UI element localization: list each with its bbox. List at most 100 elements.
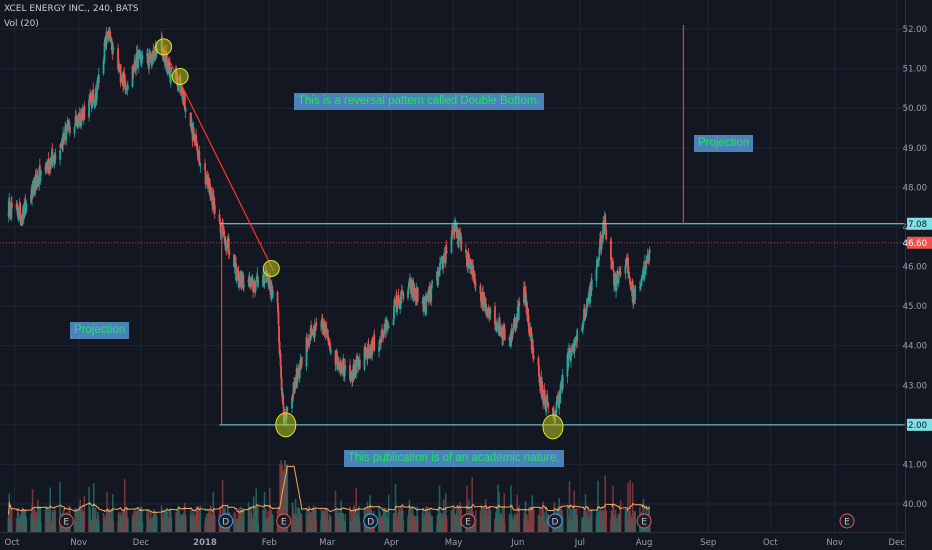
candle-body	[225, 248, 228, 250]
candle-body	[367, 344, 370, 353]
candle-body	[439, 262, 442, 264]
candle-body	[470, 263, 473, 265]
candle-body	[645, 261, 648, 269]
candle-body	[541, 385, 544, 389]
candle-body	[218, 214, 221, 222]
volume-bar	[190, 507, 192, 532]
candle-body	[125, 88, 128, 89]
candle-body	[444, 247, 447, 264]
candle-body	[554, 410, 557, 417]
disclaimer-note[interactable]: This publication is of an academic natur…	[344, 450, 564, 467]
candle-body	[640, 281, 643, 284]
candle-body	[110, 39, 113, 41]
candle-body	[276, 291, 279, 303]
candle-body	[18, 207, 21, 216]
candle-body	[222, 225, 224, 230]
candle-body	[454, 222, 456, 231]
candle-body	[33, 179, 36, 181]
candle-body	[409, 279, 412, 286]
candle-body	[604, 227, 607, 231]
candle-body	[282, 394, 285, 406]
candle-body	[237, 271, 240, 287]
candle-body	[602, 222, 605, 239]
candle-body	[312, 330, 315, 335]
price-tick-label: 49.00	[903, 144, 927, 154]
volume-bar	[252, 496, 255, 532]
volume-bar	[496, 505, 498, 532]
volume-bar	[268, 488, 271, 532]
volume-bar	[576, 515, 579, 532]
candle-body	[353, 368, 356, 377]
candle-body	[445, 251, 448, 254]
candle-body	[378, 347, 380, 352]
volume-bar	[597, 480, 599, 532]
volume-bar	[59, 482, 61, 532]
pattern-note[interactable]: This is a reversal pattern called Double…	[294, 93, 544, 110]
candle-body	[643, 268, 645, 278]
candle-body	[306, 343, 309, 351]
candle-body	[32, 181, 35, 196]
candle-body	[76, 120, 79, 124]
candle-body	[595, 268, 598, 281]
event-marker-label: D	[552, 518, 559, 528]
time-tick-label: Aug	[636, 538, 653, 548]
volume-bar	[106, 492, 108, 532]
price-tick-label: 44.00	[903, 342, 927, 352]
candle-body	[211, 194, 214, 206]
candle-body	[170, 67, 173, 72]
candle-body	[480, 298, 483, 302]
volume-bar	[49, 487, 52, 532]
candle-body	[35, 174, 38, 185]
volume-bar	[141, 507, 143, 532]
candle-body	[17, 214, 19, 218]
volume-bar	[627, 483, 629, 532]
candle-body	[397, 294, 400, 300]
candle-body	[336, 350, 338, 358]
candle-body	[252, 286, 255, 290]
candle-body	[88, 99, 91, 101]
volume-bar	[631, 483, 634, 532]
candle-body	[440, 259, 443, 261]
candle-body	[196, 150, 199, 156]
candle-body	[194, 140, 197, 142]
candle-body	[598, 247, 601, 255]
price-tick-label: 52.00	[903, 25, 927, 35]
candle-body	[236, 269, 238, 272]
candle-body	[292, 382, 295, 395]
candle-body	[296, 375, 299, 382]
candle-body	[628, 272, 630, 277]
price-tick-label: 50.00	[903, 104, 927, 114]
event-marker-label: E	[844, 518, 850, 528]
candle-body	[255, 280, 258, 282]
candle-body	[248, 277, 251, 287]
volume-bar	[445, 518, 448, 532]
candle-body	[450, 236, 453, 253]
candle-body	[628, 276, 631, 279]
candle-body	[209, 184, 212, 195]
volume-bar	[89, 506, 91, 532]
candle-body	[437, 270, 440, 273]
candle-body	[227, 238, 230, 252]
projection-note-right[interactable]: Projection	[694, 135, 754, 152]
candle-body	[335, 359, 337, 365]
candle-body	[89, 94, 92, 100]
candle-body	[134, 67, 137, 68]
volume-bar	[39, 507, 42, 532]
volume-ma-line	[7, 465, 651, 515]
candle-body	[500, 329, 503, 336]
candle-body	[625, 258, 628, 263]
volume-bar	[323, 512, 326, 532]
candle-body	[430, 287, 433, 302]
candle-body	[90, 99, 93, 105]
candle-body	[612, 261, 614, 269]
candle-body	[599, 238, 601, 249]
projection-note-left[interactable]: Projection	[70, 322, 130, 339]
resistance-price-label: 47.08	[903, 220, 927, 230]
candle-body	[573, 342, 576, 352]
candle-body	[526, 302, 528, 315]
candle-body	[584, 310, 587, 318]
candle-body	[176, 84, 179, 86]
volume-bar	[612, 505, 615, 532]
candle-body	[138, 53, 141, 59]
